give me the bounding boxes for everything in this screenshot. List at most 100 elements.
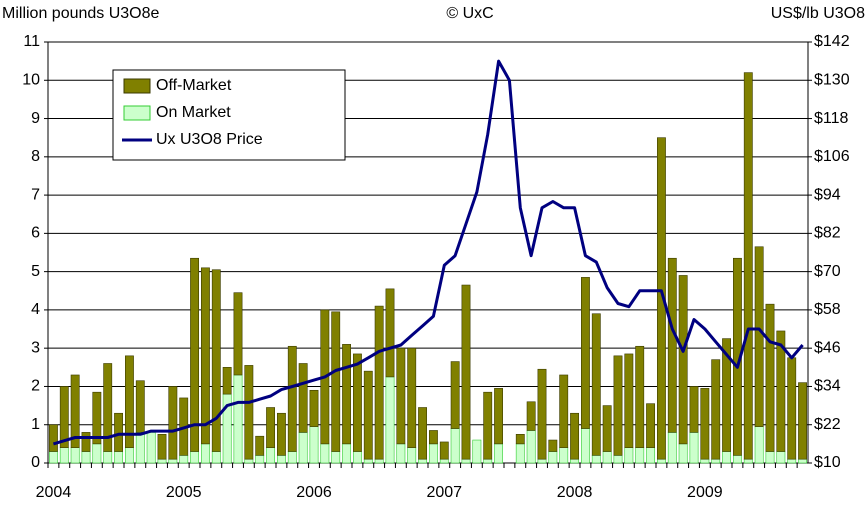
legend-swatch: [123, 105, 151, 121]
bar: [559, 374, 569, 448]
bar: [613, 455, 623, 464]
bar: [450, 428, 460, 464]
bar: [472, 439, 482, 464]
bar: [125, 447, 134, 464]
bar: [657, 458, 666, 464]
bar: [211, 451, 221, 464]
y2-tick-label: $130: [814, 71, 850, 88]
bar: [320, 443, 330, 464]
x-tick-label: 2006: [296, 484, 332, 501]
bar: [754, 426, 764, 464]
bar: [59, 447, 69, 464]
x-tick-label: 2007: [426, 484, 462, 501]
bar: [222, 367, 232, 395]
bar: [559, 447, 569, 464]
bar: [798, 458, 807, 464]
bar: [526, 430, 536, 464]
bar: [201, 443, 210, 464]
bar: [114, 451, 123, 464]
bar: [733, 455, 742, 464]
bar: [385, 288, 395, 378]
bar: [483, 391, 493, 460]
bar: [450, 361, 460, 429]
bar: [331, 451, 341, 464]
bar: [494, 388, 503, 445]
bar: [548, 439, 558, 452]
x-tick-label: 2004: [36, 484, 72, 501]
bar: [635, 345, 645, 448]
y2-tick-label: $118: [814, 110, 849, 127]
bar: [287, 451, 297, 464]
bar: [765, 303, 775, 452]
bar: [657, 137, 666, 460]
bar: [353, 451, 362, 464]
legend-label: Off-Market: [156, 77, 232, 94]
bar: [765, 451, 775, 464]
bar: [700, 388, 710, 460]
bar: [678, 443, 688, 464]
bar: [689, 386, 699, 433]
bar: [363, 458, 373, 464]
bar: [602, 451, 612, 464]
bar: [711, 458, 721, 464]
bar: [396, 347, 406, 445]
bar: [179, 455, 189, 464]
bar: [581, 428, 590, 464]
bar: [135, 380, 145, 433]
bar: [787, 458, 797, 464]
bar: [92, 391, 102, 445]
bar: [591, 455, 601, 464]
bar: [439, 458, 449, 464]
bar: [287, 345, 297, 452]
bar: [581, 277, 590, 429]
bar: [429, 443, 438, 464]
bar: [342, 344, 351, 445]
chart-title: © UxC: [446, 5, 493, 22]
bar: [266, 407, 275, 448]
y-tick-label: 6: [31, 225, 40, 242]
bar: [743, 72, 753, 460]
bar: [190, 257, 199, 452]
bar: [624, 353, 634, 448]
bar: [92, 443, 102, 464]
bar: [418, 458, 427, 464]
bar: [570, 458, 579, 464]
bar: [255, 435, 265, 456]
bar: [646, 447, 655, 464]
bar: [548, 451, 558, 464]
bar: [700, 458, 710, 464]
bar: [309, 426, 319, 464]
bar: [526, 401, 536, 431]
bar: [711, 359, 721, 460]
y-tick-label: 3: [31, 339, 40, 356]
bar: [277, 455, 286, 464]
legend-label: Ux U3O8 Price: [156, 131, 263, 148]
y2-tick-label: $142: [814, 33, 850, 50]
bar: [483, 458, 493, 464]
bar: [439, 441, 449, 460]
bar: [776, 330, 786, 452]
x-tick-label: 2009: [687, 484, 723, 501]
bar: [298, 432, 308, 464]
bar: [798, 382, 807, 460]
bar: [635, 447, 645, 464]
bar: [244, 458, 254, 464]
bar: [624, 447, 634, 464]
bar: [515, 443, 525, 464]
y-tick-label: 9: [31, 110, 40, 127]
y2-tick-label: $106: [814, 148, 850, 165]
legend-label: On Market: [156, 104, 231, 121]
bar: [59, 386, 69, 448]
bar: [429, 430, 438, 445]
bar: [374, 305, 384, 460]
bar: [233, 292, 243, 376]
bar: [363, 370, 373, 460]
bar: [754, 246, 764, 427]
bar: [537, 458, 547, 464]
bar: [168, 386, 178, 460]
bar: [385, 376, 395, 464]
bar: [70, 447, 80, 464]
y2-axis-title: US$/lb U3O8: [771, 5, 865, 22]
x-tick-label: 2008: [557, 484, 593, 501]
y-tick-label: 5: [31, 263, 40, 280]
